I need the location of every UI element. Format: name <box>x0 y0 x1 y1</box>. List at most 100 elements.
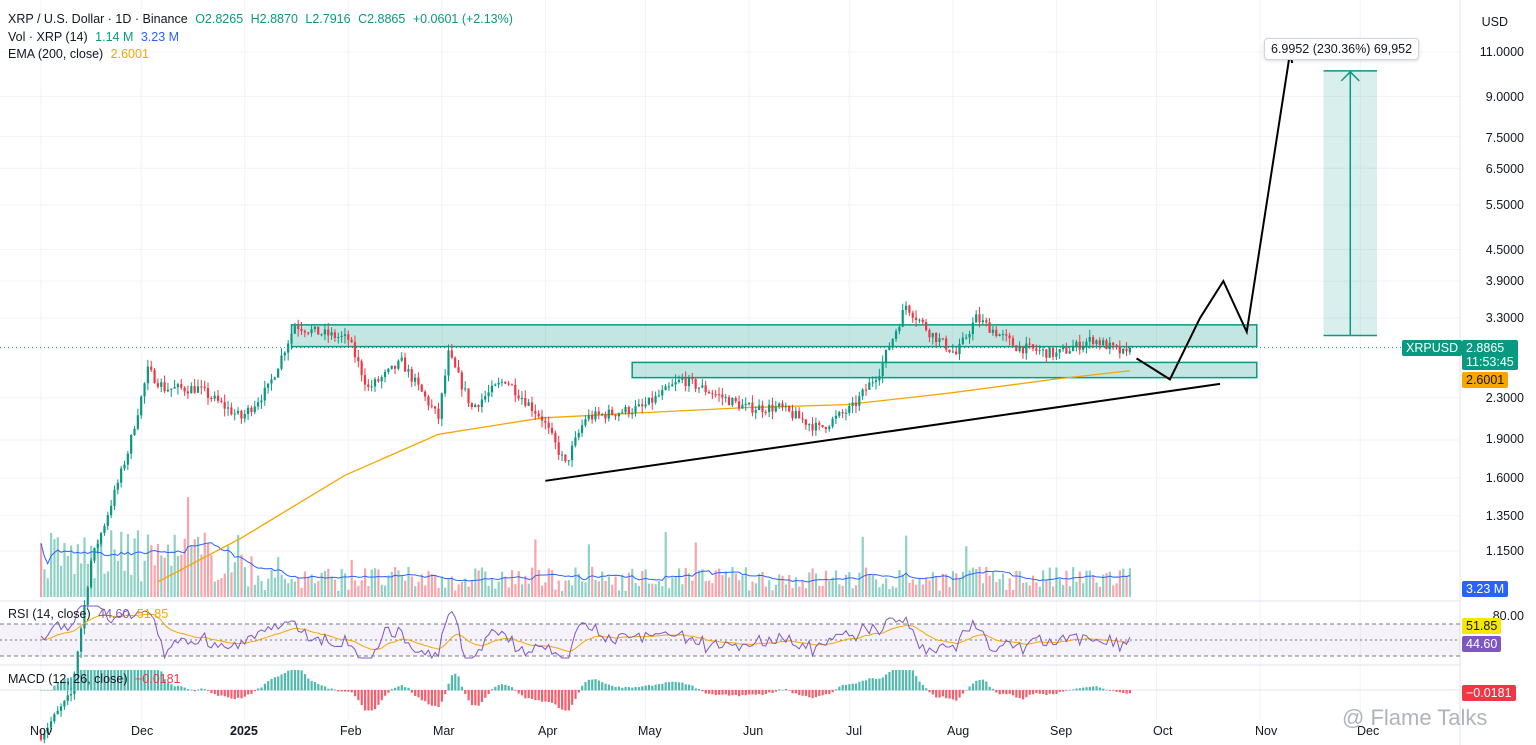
candle-body <box>353 342 357 358</box>
macd-histogram-bar <box>804 690 808 696</box>
volume-bar <box>180 554 183 597</box>
price-axis-label: 1.3500 <box>1485 509 1524 523</box>
volume-bar <box>280 574 283 597</box>
volume-bar <box>794 577 798 597</box>
measure-label[interactable]: 6.9952 (230.36%) 69,952 <box>1264 38 1420 60</box>
macd-histogram-bar <box>841 684 844 691</box>
macd-histogram-bar <box>257 688 260 691</box>
macd-histogram-bar <box>1115 690 1118 692</box>
candle-body <box>1021 346 1025 354</box>
macd-histogram-bar <box>958 690 961 698</box>
time-axis-label: Sep <box>1050 724 1073 738</box>
candle-body <box>173 386 176 389</box>
macd-histogram-bar <box>611 685 614 691</box>
candle-body <box>971 322 974 334</box>
volume-bar <box>404 580 407 597</box>
volume-bar <box>1118 570 1122 597</box>
price-axis-label: 3.3000 <box>1485 311 1524 325</box>
macd-histogram-bar <box>1128 690 1132 694</box>
macd-histogram-bar <box>925 688 928 691</box>
ema-label[interactable]: EMA (200, close) <box>8 47 104 61</box>
macd-histogram-bar <box>437 690 440 708</box>
macd-histogram-bar <box>527 690 530 699</box>
candle-body <box>464 388 467 390</box>
candle-body <box>714 394 717 396</box>
volume-bar <box>677 568 681 597</box>
macd-histogram-bar <box>1058 690 1061 692</box>
time-axis-label: May <box>638 724 662 738</box>
candle-body <box>691 377 694 380</box>
macd-histogram-bar <box>895 670 898 691</box>
macd-histogram-bar <box>1065 690 1068 691</box>
volume-bar <box>520 584 524 597</box>
candle-body <box>56 710 59 715</box>
symbol-title[interactable]: XRP / U.S. Dollar · 1D · Binance <box>8 12 188 26</box>
volume-label[interactable]: Vol · XRP (14) <box>8 30 88 44</box>
macd-histogram-bar <box>751 690 754 695</box>
volume-bar <box>1108 571 1111 597</box>
volume-bar <box>905 535 908 597</box>
volume-bar <box>240 554 243 597</box>
macd-histogram-bar <box>247 690 250 695</box>
macd-histogram-bar <box>1092 686 1095 691</box>
candle-body <box>380 377 383 382</box>
ohlc-low: L2.7916 <box>305 12 351 26</box>
candle-body <box>223 401 226 409</box>
rsi-label[interactable]: RSI (14, close) <box>8 607 91 621</box>
candle-body <box>935 333 938 343</box>
candle-body <box>1011 338 1015 346</box>
macd-histogram-bar <box>500 684 504 691</box>
volume-bar <box>587 544 590 597</box>
candle-body <box>90 560 93 588</box>
volume-bar <box>761 571 764 597</box>
macd-histogram-bar <box>661 683 664 691</box>
volume-bar <box>634 583 637 597</box>
volume-bar <box>808 572 811 597</box>
currency-button[interactable]: USD <box>1481 15 1508 29</box>
candle-body <box>884 349 888 363</box>
macd-histogram-bar <box>647 684 651 691</box>
candle-body <box>467 388 470 404</box>
volume-bar <box>257 575 260 597</box>
macd-histogram-bar <box>283 672 287 691</box>
volume-bar <box>310 574 313 597</box>
macd-histogram-bar <box>1011 690 1015 696</box>
macd-histogram-bar <box>130 670 133 691</box>
candle-body <box>434 406 437 409</box>
volume-bar <box>380 584 383 597</box>
macd-histogram-bar <box>911 670 914 691</box>
ema-price-tag: 2.6001 <box>1462 372 1509 388</box>
volume-bar <box>440 576 443 597</box>
volume-bar <box>935 576 938 597</box>
candle-body <box>143 383 146 397</box>
macd-histogram-bar <box>407 687 410 691</box>
volume-bar <box>1088 570 1091 597</box>
volume-bar <box>527 583 530 597</box>
macd-histogram-bar <box>728 690 731 696</box>
candle-body <box>437 408 440 419</box>
macd-tag: −0.0181 <box>1462 685 1516 701</box>
macd-histogram-bar <box>1122 690 1125 694</box>
rsi-ma-line <box>40 613 1130 653</box>
candle-body <box>627 407 630 415</box>
macd-histogram-bar <box>200 688 203 691</box>
candle-body <box>510 384 514 386</box>
volume-bar <box>885 578 888 597</box>
macd-histogram-bar <box>794 690 798 694</box>
time-axis-label: Dec <box>1357 724 1380 738</box>
candle-body <box>751 402 754 413</box>
macd-histogram-bar <box>313 681 317 691</box>
macd-histogram-bar <box>741 690 744 696</box>
volume-bar <box>250 556 253 597</box>
candle-body <box>140 396 143 416</box>
macd-label[interactable]: MACD (12, 26, close) <box>8 672 128 686</box>
volume-bar <box>100 543 103 597</box>
candle-body <box>330 332 333 336</box>
candle-body <box>731 398 734 406</box>
volume-bar <box>834 570 838 597</box>
candle-body <box>317 326 320 335</box>
volume-bar <box>470 579 474 597</box>
price-axis-label: 6.5000 <box>1485 162 1524 176</box>
macd-histogram-bar <box>440 690 443 702</box>
